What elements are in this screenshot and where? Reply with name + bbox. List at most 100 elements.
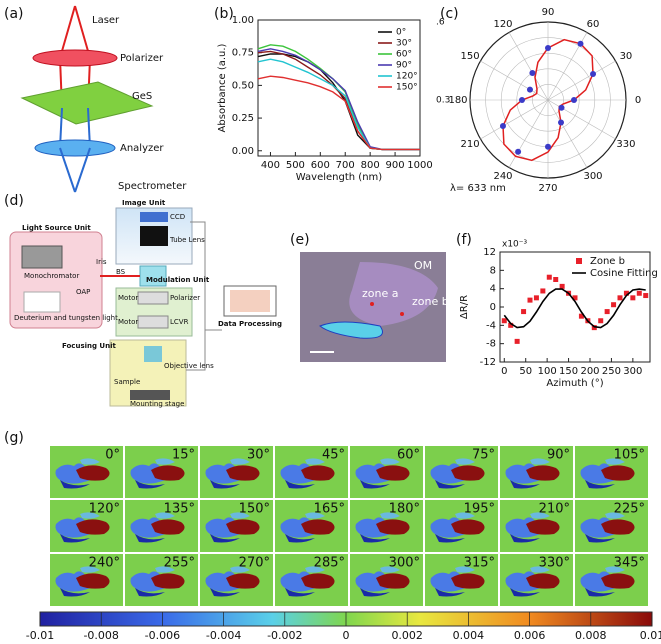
diagram-label: Polarizer	[170, 294, 200, 302]
annotation: λ= 633 nm	[450, 183, 506, 194]
angle-label: 255°	[164, 556, 195, 571]
theta-tick-label: 180	[448, 95, 467, 106]
x-tick-label: 400	[261, 160, 280, 171]
legend-label: 90°	[396, 61, 412, 71]
data-point	[598, 318, 604, 324]
data-point	[623, 290, 629, 296]
data-point	[514, 338, 520, 344]
theta-grid	[547, 99, 588, 168]
data-point	[590, 71, 597, 77]
diagram-label: Deuterium and tungsten light	[14, 314, 118, 322]
theta-grid	[480, 99, 549, 140]
theta-tick-label: 30	[620, 51, 633, 62]
legend-label: 30°	[396, 39, 412, 49]
y-tick-label: 1.00	[232, 15, 254, 26]
data-point	[636, 290, 642, 296]
data-point	[545, 143, 551, 150]
theta-tick-label: 90	[542, 7, 555, 18]
theta-tick-label: 300	[583, 171, 602, 182]
panel-label: (e)	[290, 232, 310, 248]
legend-label: 120°	[396, 72, 418, 82]
y-tick-label: -8	[486, 339, 496, 350]
x-tick-label: 150	[559, 366, 578, 377]
theta-tick-label: 120	[493, 19, 512, 30]
data-point	[529, 69, 536, 76]
x-tick-label: -0.006	[145, 629, 180, 642]
angle-label: 105°	[614, 448, 645, 463]
theta-grid	[508, 99, 549, 168]
y-tick-label: -4	[486, 320, 496, 331]
diagram-label: Focusing Unit	[62, 342, 117, 350]
data-point	[546, 274, 552, 280]
theta-grid	[508, 32, 549, 101]
x-tick-label: 0.01	[640, 629, 661, 642]
data-point	[540, 288, 546, 294]
image-label: zone b	[412, 295, 449, 308]
data-point	[501, 318, 507, 324]
x-tick-label: 900	[386, 160, 405, 171]
x-tick-label: 0.008	[575, 629, 607, 642]
y-tick-label: 0.00	[232, 146, 254, 157]
diagram-label: CCD	[170, 213, 185, 221]
angle-label: 300°	[389, 556, 420, 571]
angle-label: 195°	[464, 502, 495, 517]
angle-label: 60°	[397, 448, 420, 463]
theta-tick-label: 210	[461, 139, 480, 150]
data-point	[617, 295, 623, 301]
theta-tick-label: 270	[538, 183, 557, 194]
r-tick-label: 0.3	[436, 96, 450, 106]
panel-label: (g)	[4, 430, 24, 446]
data-point	[515, 148, 522, 155]
theta-tick-label: 60	[587, 19, 600, 30]
diagram-label: Image Unit	[122, 199, 166, 207]
diagram-label: Motor	[118, 318, 138, 326]
x-tick-label: 300	[623, 366, 642, 377]
data-point	[558, 104, 565, 111]
y-tick-label: 0.75	[232, 48, 254, 59]
legend-label: 0°	[396, 28, 406, 38]
x-tick-label: 200	[580, 366, 599, 377]
data-point	[526, 86, 533, 93]
x-tick-label: 50	[519, 366, 532, 377]
micrograph	[300, 252, 446, 362]
data-point	[527, 297, 533, 303]
legend-label: 150°	[396, 83, 418, 93]
data-point	[577, 40, 584, 47]
x-tick-label: -0.002	[267, 629, 302, 642]
diagram-label: Motor	[118, 294, 138, 302]
angle-label: 135°	[164, 502, 195, 517]
data-point	[578, 313, 584, 319]
y-tick-label: 0.50	[232, 80, 254, 91]
y-tick-label: -12	[480, 357, 496, 368]
angle-label: 285°	[314, 556, 345, 571]
y-tick-label: 12	[483, 247, 496, 258]
diagram-label: OAP	[76, 288, 90, 296]
diagram-label: GeS	[132, 91, 152, 102]
microscope-diagram	[9, 207, 277, 407]
data-point	[604, 309, 610, 315]
data-point	[553, 277, 559, 282]
diagram-label: Polarizer	[120, 53, 164, 64]
theta-tick-label: 330	[616, 139, 635, 150]
y-tick-label: 0	[490, 302, 496, 313]
x-tick-label: 0.006	[514, 629, 546, 642]
angle-label: 210°	[539, 502, 570, 517]
theta-tick-label: 240	[493, 171, 512, 182]
data-point	[643, 293, 649, 299]
image-label: zone a	[362, 287, 398, 300]
angle-label: 225°	[614, 502, 645, 517]
legend-label: Zone b	[590, 256, 625, 267]
angle-label: 180°	[389, 502, 420, 517]
x-tick-label: 0.004	[453, 629, 485, 642]
data-point	[571, 97, 577, 103]
diagram-label: Analyzer	[120, 143, 164, 154]
data-point	[508, 322, 514, 328]
plot-frame	[257, 19, 421, 157]
data-point	[559, 283, 565, 289]
angle-label: 330°	[539, 556, 570, 571]
data-point	[611, 302, 617, 308]
x-tick-label: 0.002	[391, 629, 423, 642]
legend-label: 60°	[396, 50, 412, 60]
data-point	[519, 97, 525, 103]
diagram-label: Spectrometer	[118, 181, 187, 192]
